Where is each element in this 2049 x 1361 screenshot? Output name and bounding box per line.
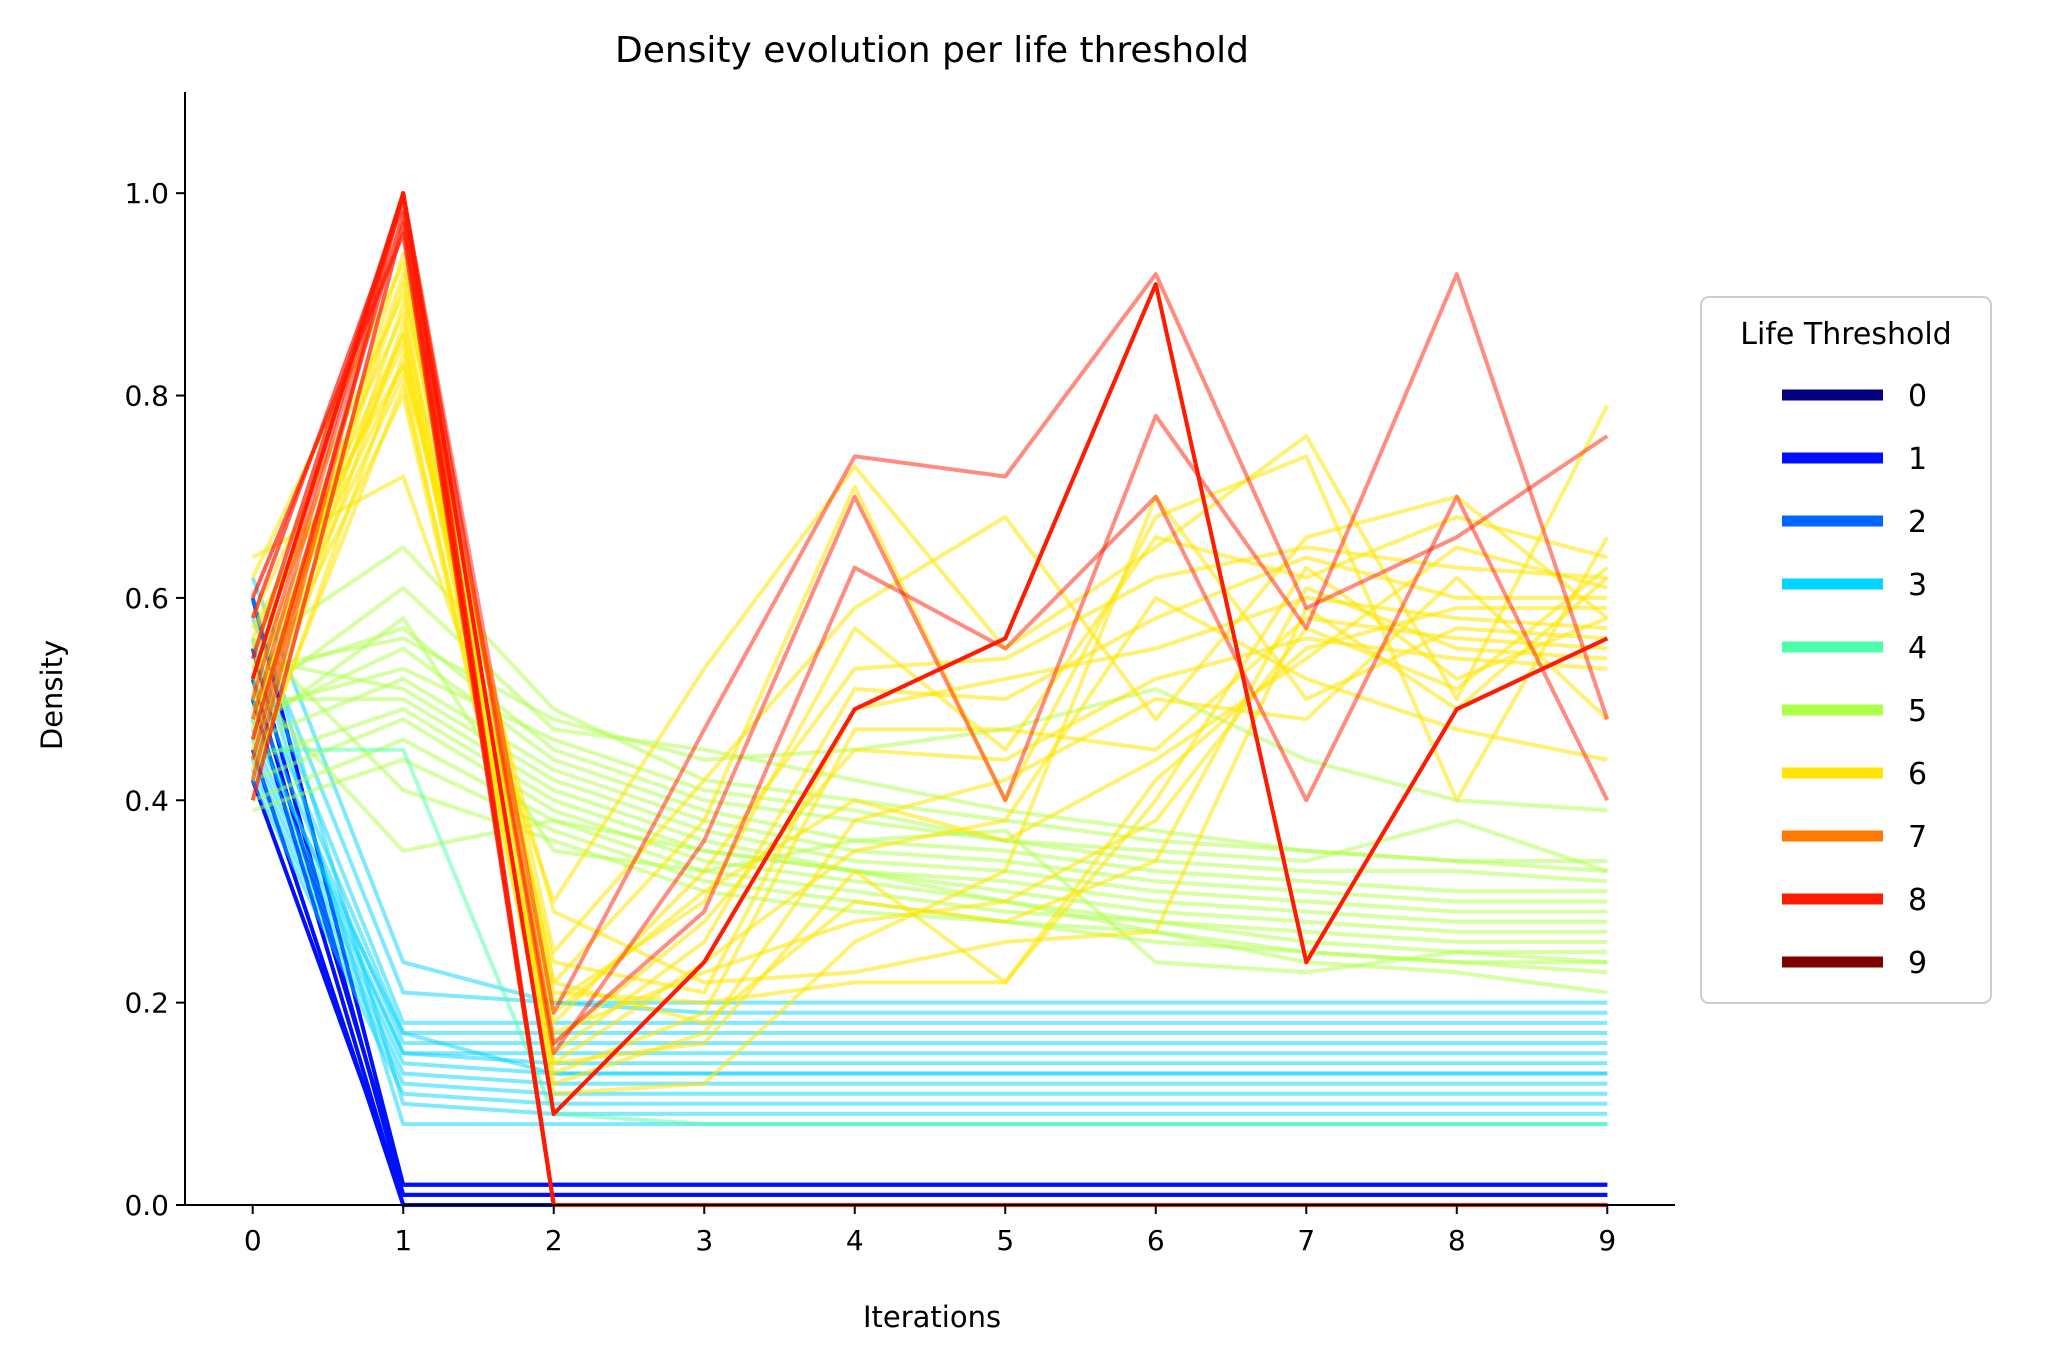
y-axis-title: Density	[35, 640, 69, 750]
series-line-threshold-8-57	[250, 191, 1610, 1046]
x-tick-label: 7	[1297, 1224, 1315, 1257]
legend-label-4: 4	[1908, 631, 1927, 666]
legend-label-8: 8	[1908, 883, 1927, 918]
x-tick-label: 6	[1147, 1224, 1165, 1257]
x-tick-label: 2	[545, 1224, 563, 1257]
series-layer	[250, 191, 1610, 1207]
series-line-threshold-3-15	[250, 769, 1608, 1096]
series-line-threshold-5-26	[252, 697, 1608, 924]
series-line-threshold-5-29	[251, 737, 1608, 954]
legend-label-2: 2	[1908, 505, 1927, 540]
series-line-threshold-3-10	[250, 698, 1608, 1046]
legend-label-3: 3	[1908, 568, 1927, 603]
series-line-threshold-5-32	[251, 687, 1608, 995]
series-line-threshold-6-49	[250, 353, 1608, 1005]
series-line-threshold-3-6	[250, 576, 1608, 1005]
series-line-threshold-5-36	[252, 747, 1608, 1127]
series-line-threshold-3-14	[250, 758, 1608, 1086]
chart-title: Density evolution per life threshold	[615, 30, 1249, 71]
series-line-threshold-3-7	[250, 617, 1608, 1015]
legend-title: Life Threshold	[1740, 317, 1951, 352]
series-line-threshold-6-47	[250, 251, 1608, 1066]
x-tick-label: 5	[996, 1224, 1014, 1257]
x-tick-label: 9	[1598, 1224, 1616, 1257]
series-line-threshold-1-5	[250, 678, 1608, 1187]
x-tick-label: 8	[1448, 1224, 1466, 1257]
series-line-threshold-3-16	[250, 779, 1608, 1106]
series-line-threshold-3-9	[250, 678, 1608, 1035]
y-tick-label: 0.2	[124, 987, 169, 1020]
y-tick-label: 0.8	[124, 380, 169, 413]
series-line-threshold-5-30	[252, 757, 1608, 965]
y-tick-label: 0.6	[124, 582, 169, 615]
series-line-threshold-8-55	[250, 191, 1609, 1015]
x-tick-label: 1	[394, 1224, 412, 1257]
y-tick-label: 0.4	[124, 784, 169, 817]
legend-label-7: 7	[1908, 820, 1927, 855]
x-tick-label: 4	[846, 1224, 864, 1257]
series-line-threshold-1-4	[250, 779, 1608, 1197]
legend-entries: 0 1 2 3 4 5 6 7 8 9	[1782, 379, 1927, 981]
legend-label-0: 0	[1908, 379, 1927, 414]
y-axis-ticks: 0.0 0.2 0.4 0.6 0.8 1.0	[124, 177, 185, 1222]
legend-label-5: 5	[1908, 694, 1927, 729]
series-line-threshold-5-27	[252, 707, 1608, 934]
legend-label-9: 9	[1908, 946, 1927, 981]
series-line-threshold-3-8	[250, 647, 1608, 1025]
y-tick-label: 1.0	[124, 177, 169, 210]
series-line-threshold-3-19	[250, 728, 1608, 1076]
x-axis-ticks: 0 1 2 3 4 5 6 7 8 9	[244, 1205, 1616, 1257]
series-line-threshold-3-17	[250, 597, 1608, 1116]
x-axis-title: Iterations	[863, 1300, 1001, 1334]
y-tick-label: 0.0	[124, 1189, 169, 1222]
series-line-threshold-6-54	[250, 363, 1609, 985]
series-line-threshold-5-31	[251, 636, 1608, 975]
series-line-threshold-1-2	[250, 698, 1608, 1207]
series-line-threshold-3-12	[250, 738, 1608, 1066]
legend-label-1: 1	[1908, 442, 1927, 477]
x-tick-label: 0	[244, 1224, 262, 1257]
series-line-threshold-8-59	[250, 191, 1609, 1116]
x-tick-label: 3	[695, 1224, 713, 1257]
legend: Life Threshold 0 1 2 3 4 5 6 7 8 9	[1700, 296, 1992, 1004]
legend-label-6: 6	[1908, 757, 1927, 792]
series-line-threshold-5-28	[251, 717, 1608, 944]
